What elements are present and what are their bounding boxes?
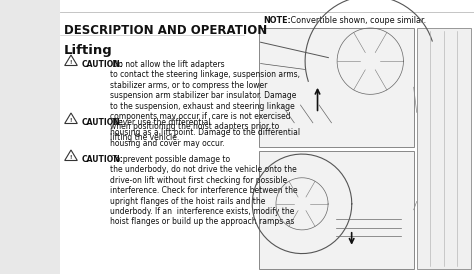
Text: CAUTION:: CAUTION:: [82, 60, 124, 69]
Text: !: !: [70, 60, 72, 65]
Text: Never use the differential
housing as a lift point. Damage to the differential
h: Never use the differential housing as a …: [110, 118, 300, 148]
Bar: [259, 28, 414, 147]
Text: CAUTION:: CAUTION:: [82, 118, 124, 127]
Text: Convertible shown, coupe similar.: Convertible shown, coupe similar.: [288, 16, 426, 25]
Text: CAUTION:: CAUTION:: [82, 155, 124, 164]
Text: !: !: [70, 118, 72, 123]
Bar: [0, 0, 60, 274]
Text: NOTE:: NOTE:: [264, 16, 292, 25]
Bar: [259, 150, 414, 269]
Text: !: !: [70, 155, 72, 160]
Text: Lifting: Lifting: [64, 44, 113, 57]
Text: To prevent possible damage to
the underbody, do not drive the vehicle onto the
d: To prevent possible damage to the underb…: [110, 155, 298, 226]
Text: Do not allow the lift adapters
to contact the steering linkage, suspension arms,: Do not allow the lift adapters to contac…: [110, 60, 300, 142]
Text: DESCRIPTION AND OPERATION: DESCRIPTION AND OPERATION: [64, 24, 267, 37]
Bar: [417, 28, 471, 269]
